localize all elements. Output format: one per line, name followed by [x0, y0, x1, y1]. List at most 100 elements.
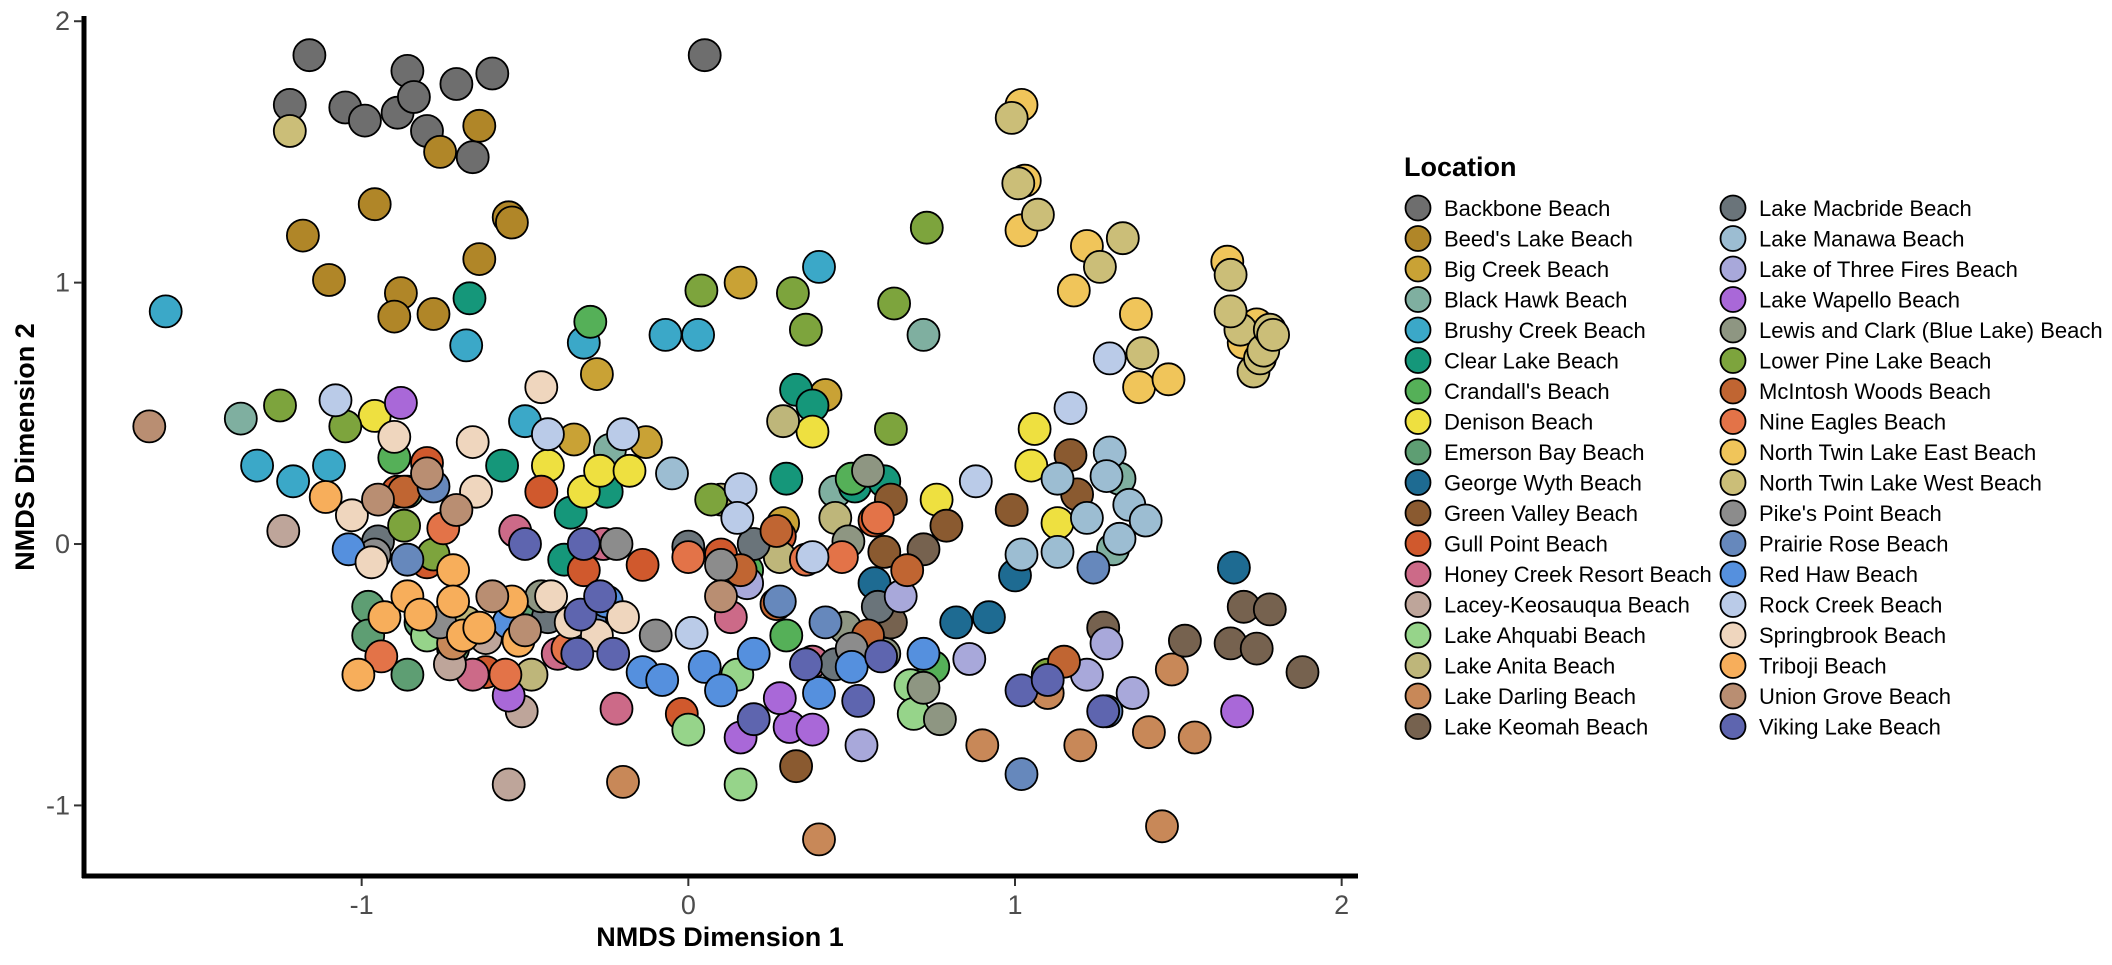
- point-beed-s-lake-beach-11: [423, 134, 458, 169]
- point-lake-wapello-beach-3: [795, 712, 830, 747]
- point-george-wyth-beach-2: [939, 605, 974, 640]
- point-union-grove-beach-5: [475, 579, 510, 614]
- point-beed-s-lake-beach-9: [494, 205, 529, 240]
- point-big-creek-beach-1: [723, 265, 758, 300]
- point-honey-creek-resort-beach-3: [599, 691, 634, 726]
- point-prairie-rose-beach-2: [390, 542, 425, 577]
- point-gull-point-beach-3: [524, 474, 559, 509]
- point-big-creek-beach-2: [580, 357, 614, 392]
- point-springbrook-beach-1: [334, 498, 369, 533]
- point-springbrook-beach-4: [455, 425, 490, 460]
- point-lake-manawa-beach-10: [655, 456, 689, 491]
- point-lake-darling-beach-7: [1145, 809, 1179, 844]
- point-crandall-s-beach-4: [769, 618, 804, 653]
- legend-key-lake-ahquabi-beach: [1404, 621, 1432, 649]
- point-red-haw-beach-9: [906, 636, 941, 671]
- point-red-haw-beach-3: [736, 636, 771, 671]
- point-rock-creek-beach-10: [795, 540, 830, 574]
- legend-key-lewis-and-clark-blue-lake-beach: [1719, 316, 1747, 344]
- point-lake-darling-beach-9: [1154, 652, 1189, 687]
- point-union-grove-beach-3: [410, 456, 444, 491]
- x-tick-label: 0: [681, 890, 696, 920]
- point-north-twin-lake-west-beach-15: [1213, 294, 1248, 329]
- point-mcintosh-woods-beach-3: [759, 514, 794, 548]
- legend-key-rock-creek-beach: [1719, 591, 1747, 618]
- legend-key-emerson-bay-beach: [1404, 438, 1432, 466]
- point-lake-manawa-beach-4: [1128, 503, 1163, 538]
- legend-label-union-grove-beach: Union Grove Beach: [1759, 684, 1951, 709]
- point-backbone-beach-1: [292, 38, 327, 73]
- point-lake-of-three-fires-beach-6: [1089, 626, 1124, 661]
- point-green-valley-beach-6: [867, 535, 902, 569]
- legend-label-green-valley-beach: Green Valley Beach: [1444, 501, 1638, 526]
- point-north-twin-lake-west-beach-8: [1213, 257, 1248, 292]
- point-lake-anita-beach-1: [766, 404, 800, 439]
- point-beed-s-lake-beach-2: [285, 218, 320, 253]
- legend-key-green-valley-beach: [1404, 499, 1432, 527]
- point-lake-keomah-beach-4: [1252, 592, 1287, 627]
- legend-label-rock-creek-beach: Rock Creek Beach: [1759, 593, 1942, 618]
- point-red-haw-beach-8: [834, 650, 869, 684]
- legend-label-nine-eagles-beach: Nine Eagles Beach: [1759, 410, 1946, 435]
- y-tick-label: -1: [46, 790, 70, 820]
- point-lake-manawa-beach-9: [1040, 535, 1075, 569]
- point-denison-beach-8: [1017, 412, 1052, 446]
- point-clear-lake-beach-1: [452, 281, 487, 316]
- legend-key-gull-point-beach: [1404, 530, 1432, 557]
- point-beed-s-lake-beach-3: [312, 263, 346, 297]
- point-union-grove-beach-4: [439, 493, 474, 527]
- legend-label-north-twin-lake-east-beach: North Twin Lake East Beach: [1759, 440, 2036, 465]
- point-crandall-s-beach-1: [573, 304, 608, 339]
- legend-key-lacey-keosauqua-beach: [1404, 591, 1432, 618]
- point-brushy-creek-beach-4: [312, 448, 346, 483]
- point-lower-pine-lake-beach-3: [387, 508, 422, 543]
- point-north-twin-lake-east-beach-6: [1119, 297, 1153, 331]
- point-viking-lake-beach-9: [864, 639, 898, 674]
- point-clear-lake-beach-6: [769, 461, 804, 496]
- point-springbrook-beach-3: [377, 419, 412, 454]
- point-springbrook-beach-10: [606, 600, 640, 635]
- point-union-grove-beach-6: [508, 613, 542, 648]
- point-beed-s-lake-beach-6: [416, 297, 451, 331]
- legend-label-triboji-beach: Triboji Beach: [1759, 654, 1887, 679]
- point-backbone-beach-8: [439, 67, 474, 101]
- point-prairie-rose-beach-4: [1004, 757, 1039, 791]
- point-north-twin-lake-east-beach-4: [1056, 273, 1091, 308]
- point-rock-creek-beach-2: [531, 417, 565, 452]
- legend-key-george-wyth-beach: [1404, 469, 1432, 496]
- legend-label-lake-macbride-beach: Lake Macbride Beach: [1759, 196, 1972, 221]
- legend-key-north-twin-lake-west-beach: [1719, 469, 1747, 496]
- point-rock-creek-beach-8: [1092, 341, 1127, 376]
- legend-key-mcintosh-woods-beach: [1719, 377, 1747, 405]
- legend-label-emerson-bay-beach: Emerson Bay Beach: [1444, 440, 1645, 465]
- point-union-grove-beach-1: [132, 409, 167, 444]
- point-lewis-and-clark-blue-lake-beach-3: [906, 670, 941, 705]
- axes-layer: [81, 16, 1358, 879]
- point-viking-lake-beach-8: [841, 684, 876, 718]
- y-tick-label: 2: [55, 6, 70, 36]
- point-red-haw-beach-6: [704, 673, 738, 708]
- point-lake-manawa-beach-5: [1102, 521, 1137, 556]
- legend-label-beed-s-lake-beach: Beed's Lake Beach: [1444, 227, 1633, 252]
- point-lewis-and-clark-blue-lake-beach-2: [851, 453, 885, 488]
- point-lake-darling-beach-6: [1132, 715, 1166, 750]
- point-george-wyth-beach-1: [1217, 550, 1251, 585]
- point-lower-pine-lake-beach-9: [909, 210, 944, 245]
- legend-label-lake-ahquabi-beach: Lake Ahquabi Beach: [1444, 623, 1646, 648]
- legend-key-union-grove-beach: [1719, 682, 1747, 710]
- legend-key-lake-manawa-beach: [1719, 225, 1747, 252]
- point-north-twin-lake-east-beach-7: [1122, 370, 1156, 405]
- legend-label-lake-darling-beach: Lake Darling Beach: [1444, 684, 1636, 709]
- legend-key-lake-anita-beach: [1404, 652, 1432, 679]
- point-clear-lake-beach-2: [485, 448, 520, 483]
- legend-key-lake-of-three-fires-beach: [1719, 255, 1747, 283]
- legend-title: Location: [1404, 152, 1517, 182]
- point-lake-keomah-beach-1: [1168, 623, 1202, 658]
- point-viking-lake-beach-3: [566, 527, 601, 561]
- point-springbrook-beach-2: [354, 545, 389, 580]
- point-lower-pine-lake-beach-8: [877, 286, 911, 321]
- point-black-hawk-beach-1: [223, 401, 258, 436]
- legend-key-clear-lake-beach: [1404, 347, 1432, 374]
- y-tick-label: 1: [55, 268, 70, 298]
- legend-label-lacey-keosauqua-beach: Lacey-Keosauqua Beach: [1444, 593, 1690, 618]
